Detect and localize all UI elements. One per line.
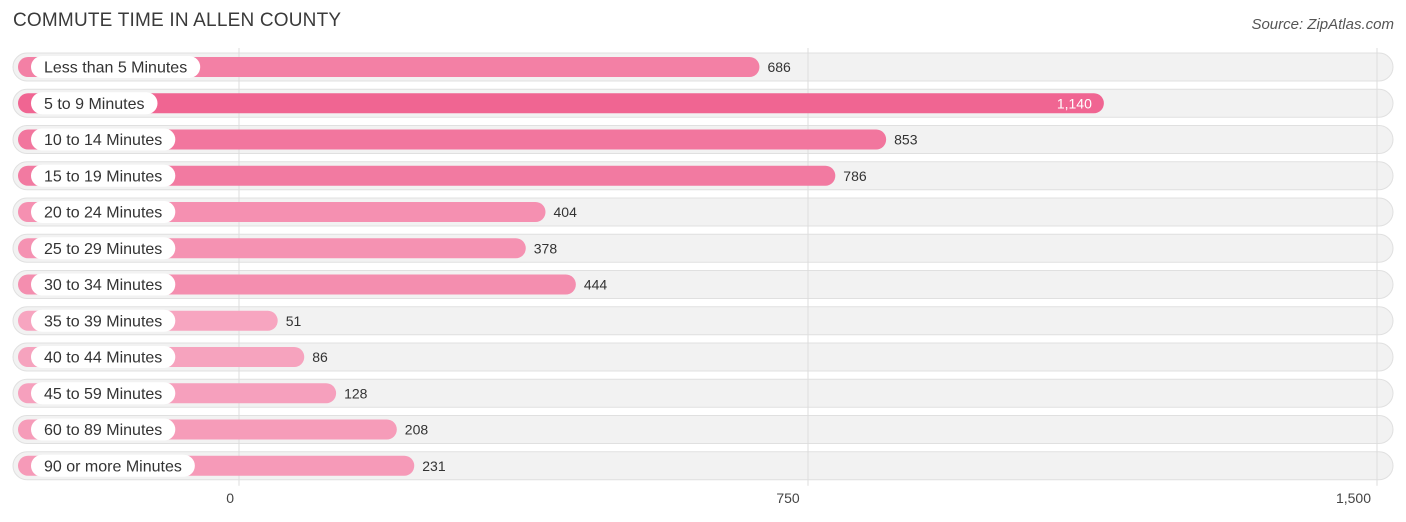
x-tick-label: 0 bbox=[226, 490, 234, 506]
category-pill bbox=[31, 201, 176, 223]
value-label: 128 bbox=[344, 385, 368, 401]
category-pill bbox=[31, 418, 176, 441]
bar bbox=[18, 129, 887, 150]
category-label: 25 to 29 Minutes bbox=[44, 241, 162, 258]
category-label: 45 to 59 Minutes bbox=[44, 386, 162, 403]
category-pill bbox=[31, 273, 176, 296]
category-pill bbox=[31, 309, 176, 332]
category-label: 20 to 24 Minutes bbox=[44, 205, 162, 222]
chart-title: COMMUTE TIME IN ALLEN COUNTY bbox=[13, 10, 342, 31]
row-track bbox=[12, 378, 1394, 408]
category-label: 5 to 9 Minutes bbox=[44, 96, 145, 113]
bar bbox=[18, 57, 760, 77]
source-note: Source: ZipAtlas.com bbox=[1251, 16, 1394, 33]
value-label: 231 bbox=[422, 458, 446, 474]
category-pill bbox=[31, 454, 195, 477]
value-label: 86 bbox=[312, 349, 328, 365]
x-tick-label: 1,500 bbox=[1336, 490, 1371, 506]
value-label: 51 bbox=[286, 313, 302, 329]
value-label: 1,140 bbox=[1057, 95, 1092, 111]
category-label: 40 to 44 Minutes bbox=[44, 350, 162, 367]
category-label: 90 or more Minutes bbox=[44, 458, 182, 475]
x-tick-label: 750 bbox=[776, 490, 800, 506]
value-label: 208 bbox=[405, 422, 429, 438]
category-label: Less than 5 Minutes bbox=[44, 60, 187, 77]
bar bbox=[18, 165, 836, 186]
value-label: 444 bbox=[584, 277, 608, 293]
category-pill bbox=[31, 128, 176, 151]
value-label: 404 bbox=[554, 204, 578, 220]
category-label: 10 to 14 Minutes bbox=[44, 132, 162, 149]
category-pill bbox=[31, 92, 158, 115]
category-pill bbox=[31, 346, 176, 368]
category-pill bbox=[31, 382, 176, 405]
category-pill bbox=[31, 164, 176, 187]
value-label: 786 bbox=[843, 168, 867, 184]
value-label: 686 bbox=[767, 59, 791, 75]
category-label: 30 to 34 Minutes bbox=[44, 277, 162, 294]
row-track bbox=[12, 342, 1394, 372]
value-label: 853 bbox=[894, 132, 918, 148]
category-label: 15 to 19 Minutes bbox=[44, 168, 162, 185]
category-pill bbox=[31, 237, 176, 260]
category-label: 60 to 89 Minutes bbox=[44, 422, 162, 439]
category-pill bbox=[31, 56, 201, 78]
row-track bbox=[12, 306, 1394, 336]
value-label: 378 bbox=[534, 240, 558, 256]
category-label: 35 to 39 Minutes bbox=[44, 313, 162, 330]
bar bbox=[18, 93, 1104, 114]
